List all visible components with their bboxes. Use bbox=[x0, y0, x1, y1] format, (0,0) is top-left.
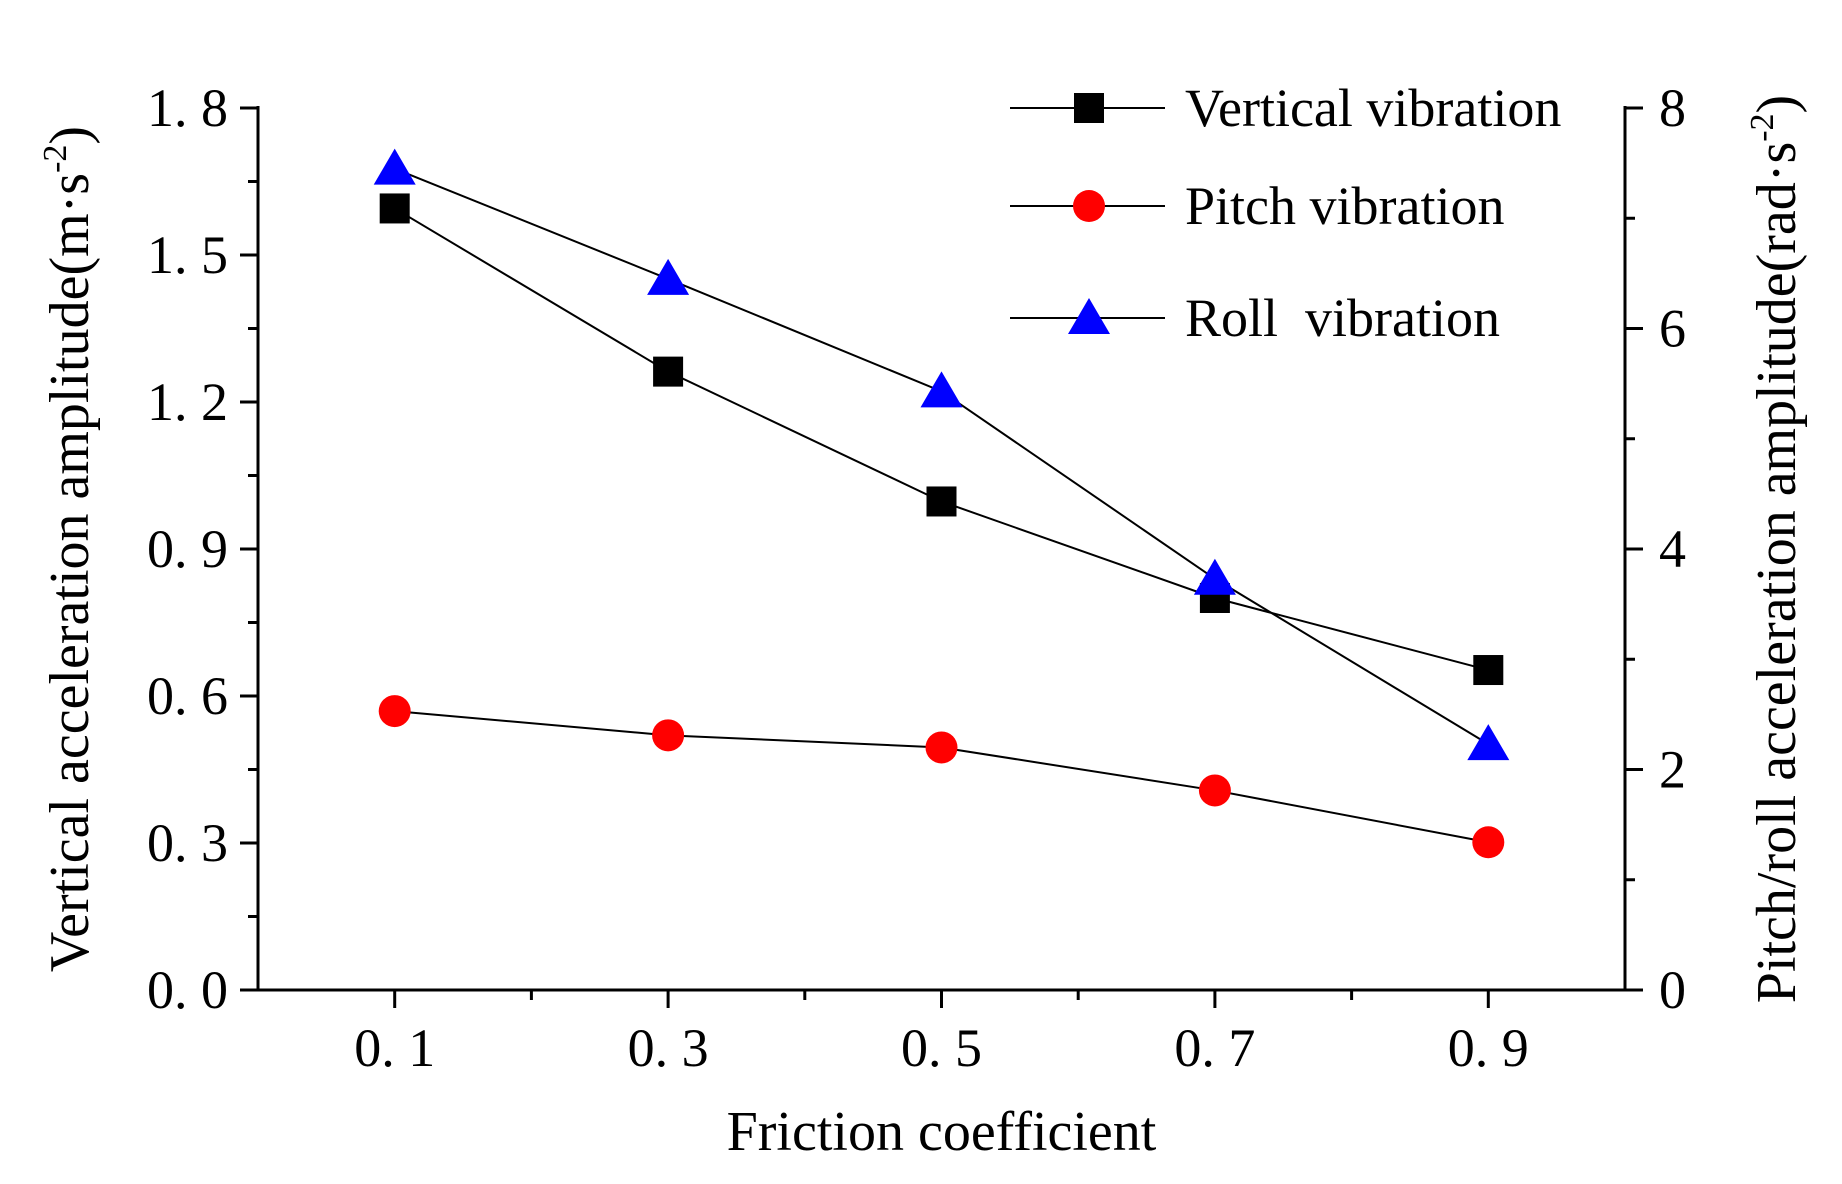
y-left-axis-title: Vertical acceleration amplitude(m·s-2) bbox=[37, 126, 101, 972]
y-right-tick-label: 0 bbox=[1659, 960, 1686, 1020]
data-point-roll-vibration bbox=[647, 258, 690, 295]
axes: 0. 0 0. 3 0. 6 0. 9 1. 2 1. 5 1. 8 0 2 4 6 8 0. 1 0. … bbox=[37, 78, 1808, 1163]
y-right-axis-title: Pitch/roll acceleration amplitude(rad·s-… bbox=[1744, 95, 1808, 1003]
legend-marker-roll-vibration bbox=[1068, 298, 1110, 334]
data-point-vertical-vibration bbox=[653, 356, 684, 387]
y-left-tick-label: 0. 9 bbox=[147, 519, 228, 579]
data-point-pitch-vibration bbox=[378, 695, 411, 728]
legend-label-vertical-vibration: Vertical vibration bbox=[1185, 78, 1561, 138]
y-right-tick-label: 2 bbox=[1659, 740, 1686, 800]
legend-label-roll-vibration: Roll vibration bbox=[1185, 288, 1500, 348]
y-right-axis-title-sup: -2 bbox=[1744, 113, 1781, 141]
data-point-vertical-vibration bbox=[379, 193, 410, 224]
y-left-axis-title-main: Vertical acceleration amplitude(m·s bbox=[39, 173, 101, 972]
y-right-tick-label: 6 bbox=[1659, 299, 1686, 359]
y-left-tick-label: 1. 8 bbox=[147, 78, 228, 138]
series-line-pitch-vibration bbox=[394, 710, 1489, 844]
y-left-tick-label: 0. 6 bbox=[147, 666, 228, 726]
x-tick-label: 0. 3 bbox=[628, 1018, 709, 1078]
x-tick-label: 0. 9 bbox=[1448, 1018, 1529, 1078]
data-point-roll-vibration bbox=[920, 371, 963, 408]
y-right-tick-label: 4 bbox=[1659, 519, 1686, 579]
y-right-tick-label: 8 bbox=[1659, 78, 1686, 138]
series-line-vertical-vibration bbox=[394, 207, 1489, 671]
x-tick-label: 0. 1 bbox=[354, 1018, 435, 1078]
y-left-tick-label: 0. 0 bbox=[147, 960, 228, 1020]
data-point-roll-vibration bbox=[1467, 724, 1510, 761]
y-right-axis-title-close: ) bbox=[1746, 95, 1808, 114]
y-left-tick-label: 1. 5 bbox=[147, 225, 228, 285]
x-tick-label: 0. 7 bbox=[1174, 1018, 1255, 1078]
y-left-tick-label: 1. 2 bbox=[147, 372, 228, 432]
data-point-vertical-vibration bbox=[926, 486, 957, 517]
data-point-pitch-vibration bbox=[652, 719, 685, 752]
data-point-roll-vibration bbox=[373, 148, 416, 185]
plot-area bbox=[373, 148, 1510, 859]
legend-marker-vertical-vibration bbox=[1074, 93, 1104, 123]
legend: Vertical vibration Pitch vibration Roll vi… bbox=[1010, 78, 1561, 348]
legend-marker-pitch-vibration bbox=[1073, 190, 1105, 222]
x-tick-label: 0. 5 bbox=[901, 1018, 982, 1078]
data-point-vertical-vibration bbox=[1473, 655, 1504, 686]
y-left-tick-label: 0. 3 bbox=[147, 813, 228, 873]
y-right-axis-title-main: Pitch/roll acceleration amplitude(rad·s bbox=[1746, 142, 1808, 1003]
data-point-pitch-vibration bbox=[925, 731, 958, 764]
x-axis-title: Friction coefficient bbox=[727, 1101, 1157, 1163]
y-left-axis-title-close: ) bbox=[39, 126, 101, 145]
series-line-roll-vibration bbox=[394, 167, 1489, 745]
data-point-pitch-vibration bbox=[1198, 774, 1231, 807]
data-point-roll-vibration bbox=[1193, 558, 1236, 595]
legend-label-pitch-vibration: Pitch vibration bbox=[1185, 176, 1504, 236]
data-point-pitch-vibration bbox=[1472, 826, 1505, 859]
y-left-axis-title-sup: -2 bbox=[37, 145, 74, 173]
